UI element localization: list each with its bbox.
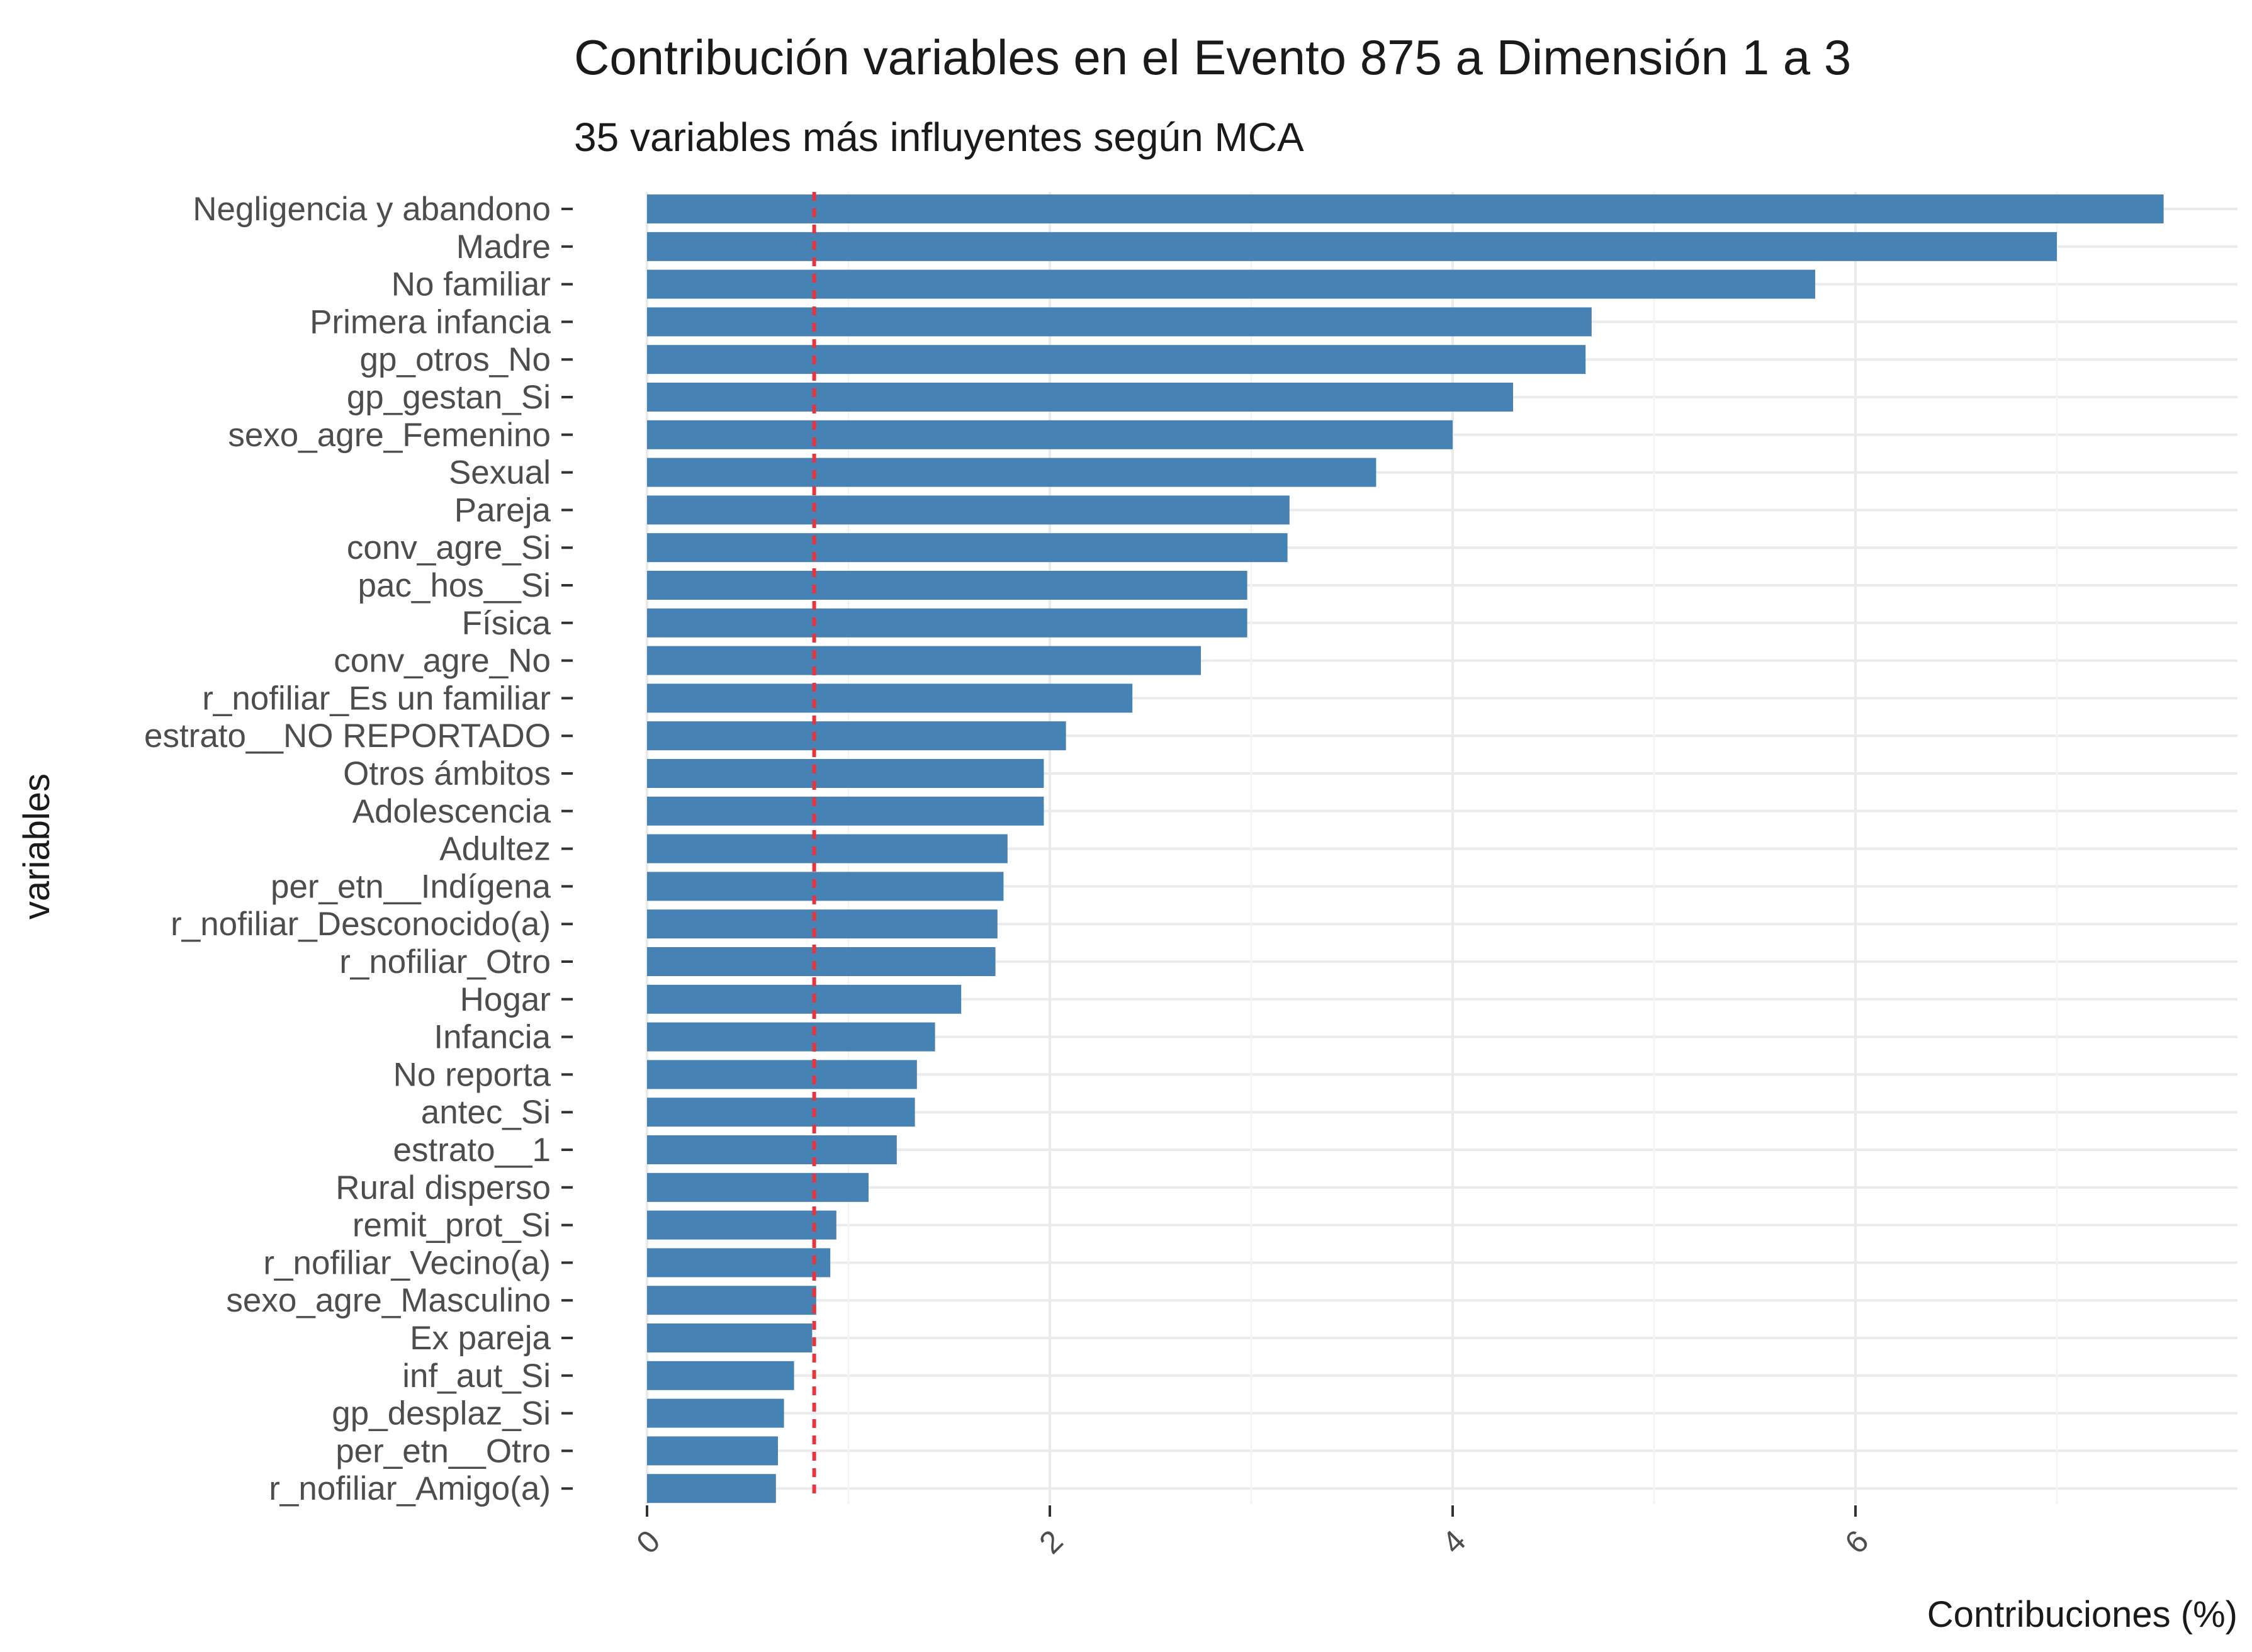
y-tick-label: r_nofiliar_Desconocido(a) (171, 906, 551, 943)
bar (647, 759, 1044, 788)
y-axis-title: variables (16, 773, 57, 919)
bar (647, 1172, 869, 1202)
y-tick-label: Sexual (449, 454, 551, 492)
y-tick-label: Primera infancia (310, 303, 551, 340)
y-tick-label: Adolescencia (352, 793, 551, 830)
y-tick-label: Rural disperso (335, 1169, 551, 1206)
x-tick-label: 4 (1435, 1523, 1472, 1560)
y-tick-label: Física (462, 605, 551, 642)
y-tick-label: inf_aut_Si (402, 1357, 551, 1395)
bar (647, 646, 1201, 675)
bar (647, 571, 1247, 600)
bar (647, 1436, 778, 1466)
bar (647, 834, 1008, 863)
y-tick-label: Otros ámbitos (343, 755, 551, 792)
bar (647, 721, 1066, 751)
chart-subtitle: 35 variables más influyentes según MCA (574, 115, 1304, 160)
y-tick-label: sexo_agre_Femenino (228, 417, 551, 454)
y-tick-label: Madre (456, 228, 551, 266)
x-tick-label: 6 (1838, 1523, 1875, 1560)
x-axis: 0 2 4 6 (629, 1505, 1876, 1561)
bar (647, 1361, 794, 1390)
y-tick-label: gp_desplaz_Si (332, 1395, 551, 1432)
chart-title: Contribución variables en el Evento 875 … (574, 30, 1851, 85)
y-tick-label: Hogar (460, 981, 551, 1018)
y-tick-label: estrato__NO REPORTADO (144, 717, 551, 755)
bar (647, 1210, 836, 1240)
y-tick-label: antec_Si (421, 1094, 551, 1131)
bars (647, 194, 2164, 1503)
x-axis-title: Contribuciones (%) (1927, 1594, 2238, 1635)
bar (647, 1060, 917, 1089)
y-tick-label: No reporta (393, 1056, 551, 1093)
y-tick-label: gp_gestan_Si (347, 379, 551, 416)
bar (647, 269, 1815, 299)
y-tick-label: Infancia (434, 1019, 551, 1056)
bar (647, 232, 2057, 261)
bar (647, 194, 2164, 223)
x-tick-label: 0 (629, 1523, 667, 1560)
y-tick-label: Ex pareja (410, 1320, 551, 1357)
bar (647, 872, 1004, 901)
bar (647, 345, 1586, 374)
bar (647, 1022, 935, 1052)
bar (647, 1474, 776, 1503)
x-tick-label: 2 (1032, 1523, 1069, 1560)
y-tick-label: gp_otros_No (360, 341, 551, 378)
y-tick-label: Pareja (454, 492, 551, 529)
bar (647, 533, 1288, 563)
bar (647, 1323, 813, 1352)
y-tick-label: per_etn__Indígena (271, 868, 551, 905)
y-tick-label: conv_agre_Si (347, 529, 551, 566)
bar (647, 683, 1133, 713)
y-tick-label: pac_hos__Si (358, 567, 551, 604)
bar (647, 608, 1247, 638)
bar (647, 947, 996, 976)
bar (647, 796, 1044, 826)
y-tick-label: sexo_agre_Masculino (226, 1282, 551, 1319)
bar (647, 458, 1377, 487)
bar (647, 420, 1453, 449)
y-tick-label: r_nofiliar_Otro (339, 943, 551, 981)
bar (647, 307, 1592, 337)
bar (647, 984, 962, 1014)
y-tick-label: remit_prot_Si (352, 1207, 551, 1244)
y-tick-label: Adultez (439, 831, 551, 868)
y-tick-label: estrato__1 (393, 1132, 551, 1169)
y-tick-label: per_etn__Otro (335, 1432, 551, 1469)
bar (647, 495, 1290, 525)
y-tick-label: Negligencia y abandono (193, 191, 551, 228)
bar (647, 383, 1513, 412)
bar (647, 1098, 915, 1127)
bar (647, 1135, 897, 1164)
y-tick-label: conv_agre_No (334, 643, 551, 680)
bar (647, 909, 998, 939)
y-tick-label: r_nofiliar_Amigo(a) (269, 1470, 551, 1507)
bar (647, 1398, 784, 1428)
y-tick-label: r_nofiliar_Es un familiar (202, 680, 551, 717)
bar (647, 1248, 831, 1278)
y-tick-label: r_nofiliar_Vecino(a) (263, 1244, 551, 1281)
y-tick-label: No familiar (391, 266, 551, 303)
bar (647, 1286, 816, 1315)
